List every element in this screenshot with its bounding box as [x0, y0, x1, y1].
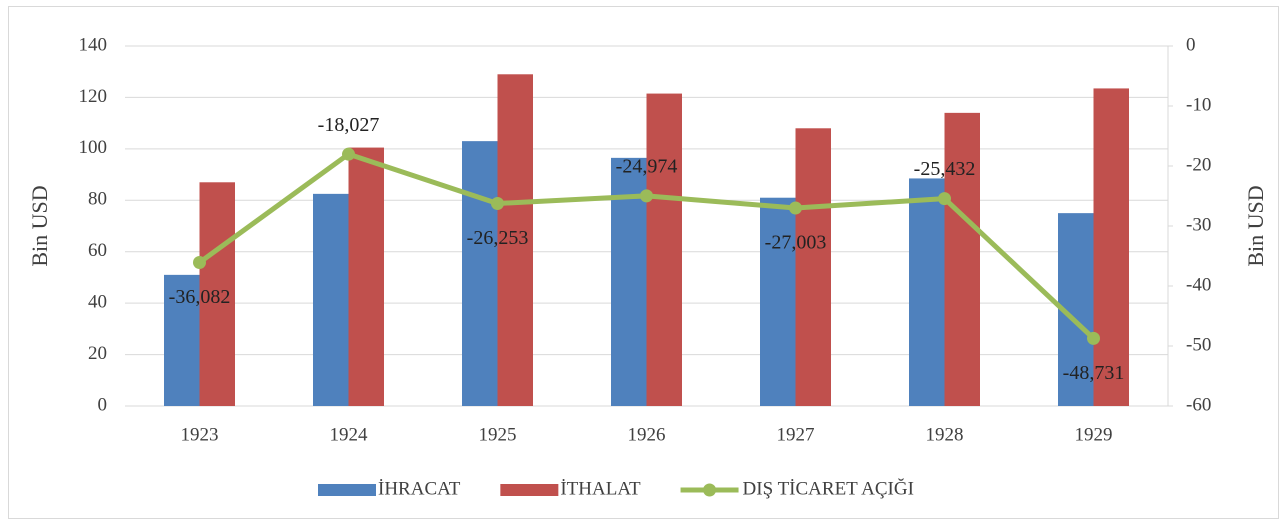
- bar: [760, 197, 796, 406]
- bar: [199, 182, 235, 406]
- x-tick-label: 1928: [926, 424, 964, 445]
- bar: [795, 128, 831, 407]
- line-marker: [193, 255, 206, 269]
- y-tick-label: 140: [79, 34, 108, 55]
- y2-tick-label: -30: [1186, 214, 1211, 235]
- line-marker: [1087, 331, 1100, 345]
- data-label: -18,027: [318, 114, 380, 136]
- legend-label: İTHALAT: [560, 478, 641, 499]
- line-marker: [491, 197, 504, 211]
- x-tick-label: 1924: [330, 424, 369, 445]
- data-label: -26,253: [467, 227, 529, 249]
- y2-tick-label: -60: [1186, 394, 1211, 415]
- y-tick-label: 0: [98, 394, 108, 415]
- bar: [909, 178, 945, 406]
- y-tick-label: 100: [79, 137, 108, 158]
- bar: [646, 93, 682, 407]
- y-tick-label: 40: [88, 292, 107, 313]
- line-marker: [789, 201, 802, 215]
- bar: [348, 147, 384, 407]
- x-tick-label: 1926: [628, 424, 666, 445]
- data-label: -36,082: [169, 286, 231, 308]
- y-tick-label: 120: [79, 86, 108, 107]
- x-tick-label: 1927: [777, 424, 815, 445]
- x-tick-label: 1929: [1075, 424, 1113, 445]
- y2-tick-label: -50: [1186, 334, 1211, 355]
- legend-swatch: [318, 484, 376, 496]
- line-marker: [342, 147, 355, 161]
- legend-label: DIŞ TİCARET AÇIĞI: [743, 477, 914, 499]
- bar: [1093, 88, 1129, 406]
- legend-swatch: [500, 484, 559, 496]
- x-tick-label: 1925: [479, 424, 517, 445]
- data-label: -48,731: [1063, 362, 1125, 384]
- data-label: -27,003: [765, 232, 827, 254]
- y-tick-label: 60: [88, 240, 107, 261]
- data-label: -25,432: [914, 158, 976, 180]
- x-tick-label: 1923: [181, 424, 219, 445]
- line-marker: [938, 192, 951, 206]
- bar: [497, 74, 533, 407]
- y-axis-title: Bin USD: [27, 185, 52, 266]
- legend-marker: [703, 483, 717, 497]
- y2-tick-label: 0: [1186, 34, 1196, 55]
- bar: [944, 112, 980, 406]
- y2-tick-label: -40: [1186, 274, 1211, 295]
- y2-axis-title: Bin USD: [1243, 185, 1268, 266]
- y2-tick-label: -10: [1186, 94, 1211, 115]
- bar: [164, 274, 200, 406]
- y-tick-label: 80: [88, 189, 107, 210]
- bar: [313, 193, 349, 406]
- legend-label: İHRACAT: [378, 478, 461, 499]
- data-label: -24,974: [616, 155, 678, 177]
- y-tick-label: 20: [88, 343, 107, 364]
- y2-tick-label: -20: [1186, 154, 1211, 175]
- bar: [462, 141, 498, 406]
- line-marker: [640, 189, 653, 203]
